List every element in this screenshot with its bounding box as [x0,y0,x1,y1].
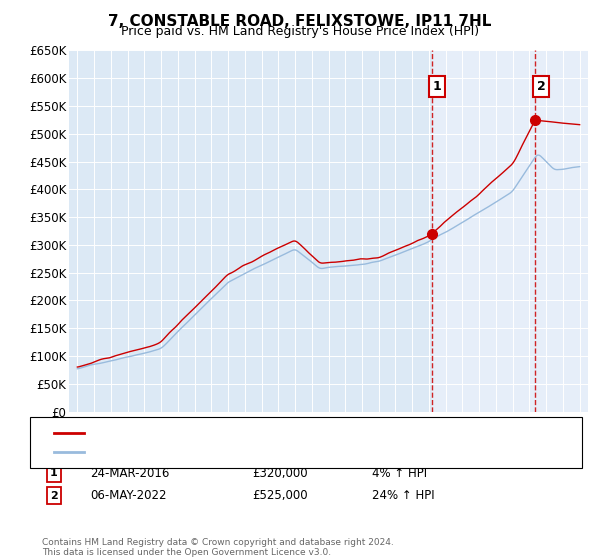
Text: Price paid vs. HM Land Registry's House Price Index (HPI): Price paid vs. HM Land Registry's House … [121,25,479,38]
Text: 24% ↑ HPI: 24% ↑ HPI [372,489,434,502]
Text: 1: 1 [433,80,442,93]
Text: 4% ↑ HPI: 4% ↑ HPI [372,466,427,480]
Text: 7, CONSTABLE ROAD, FELIXSTOWE, IP11 7HL: 7, CONSTABLE ROAD, FELIXSTOWE, IP11 7HL [109,14,491,29]
Text: 7, CONSTABLE ROAD, FELIXSTOWE, IP11 7HL (detached house): 7, CONSTABLE ROAD, FELIXSTOWE, IP11 7HL … [90,428,443,438]
Text: 06-MAY-2022: 06-MAY-2022 [90,489,167,502]
Bar [433,50,588,412]
Text: Contains HM Land Registry data © Crown copyright and database right 2024.
This d: Contains HM Land Registry data © Crown c… [42,538,394,557]
Text: 2: 2 [50,491,58,501]
Text: 24-MAR-2016: 24-MAR-2016 [90,466,169,480]
Text: 1: 1 [50,468,58,478]
Text: £525,000: £525,000 [252,489,308,502]
Text: HPI: Average price, detached house, East Suffolk: HPI: Average price, detached house, East… [90,447,362,457]
Text: 2: 2 [537,80,545,93]
Text: £320,000: £320,000 [252,466,308,480]
